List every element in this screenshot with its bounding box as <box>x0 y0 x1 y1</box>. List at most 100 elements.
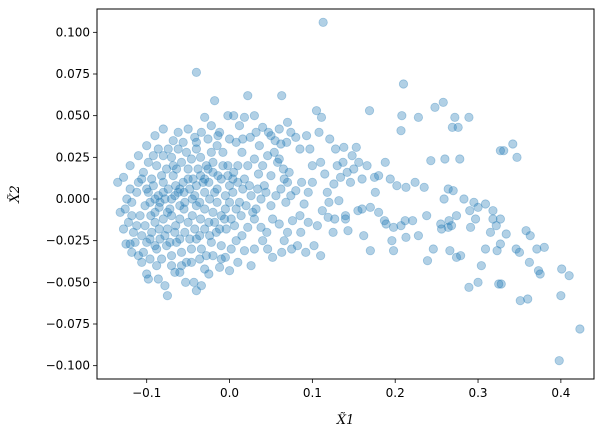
scatter-point <box>322 187 332 197</box>
scatter-point <box>166 261 177 271</box>
y-tick-label: −0.025 <box>46 234 90 248</box>
scatter-point <box>357 174 367 184</box>
scatter-point <box>473 202 483 212</box>
scatter-point <box>162 207 173 217</box>
scatter-point <box>121 239 131 249</box>
scatter-point <box>239 174 250 184</box>
scatter-point <box>203 164 213 174</box>
scatter-point <box>170 227 180 237</box>
scatter-point <box>332 161 342 171</box>
scatter-point <box>343 226 353 236</box>
scatter-point <box>166 194 177 204</box>
scatter-point <box>286 127 296 137</box>
scatter-point <box>303 187 313 197</box>
scatter-point <box>158 124 168 134</box>
scatter-point <box>456 251 466 261</box>
scatter-point <box>525 231 535 241</box>
scatter-point <box>178 177 188 187</box>
scatter-point <box>158 214 168 224</box>
scatter-point <box>296 177 307 187</box>
scatter-point <box>214 224 225 234</box>
scatter-point <box>282 177 293 187</box>
scatter-point <box>118 224 129 234</box>
scatter-point <box>246 261 256 271</box>
scatter-point <box>523 294 533 304</box>
scatter-point <box>154 224 164 234</box>
scatter-point <box>133 177 144 187</box>
scatter-point <box>422 256 433 266</box>
scatter-point <box>161 241 172 251</box>
scatter-point <box>211 227 221 237</box>
scatter-point <box>216 254 226 264</box>
scatter-point <box>564 271 574 281</box>
scatter-point <box>436 224 447 234</box>
scatter-point <box>135 211 145 221</box>
scatter-point <box>451 252 462 262</box>
scatter-point <box>152 244 162 254</box>
scatter-point <box>132 221 142 231</box>
scatter-point <box>455 154 465 164</box>
scatter-point <box>166 152 177 162</box>
scatter-point <box>148 151 158 161</box>
scatter-point <box>208 207 218 217</box>
scatter-point <box>127 247 137 257</box>
scatter-point <box>388 246 399 256</box>
scatter-point <box>203 134 213 144</box>
scatter-point <box>229 111 239 121</box>
scatter-point <box>163 144 173 154</box>
scatter-point <box>128 227 139 237</box>
scatter-point <box>501 229 511 239</box>
x-tick-label: 0.4 <box>551 386 570 400</box>
x-axis-ticks: −0.1 0.0 0.1 0.2 0.3 0.4 <box>132 379 570 400</box>
scatter-point <box>281 197 291 207</box>
scatter-point <box>138 167 148 177</box>
scatter-point <box>284 167 294 177</box>
scatter-point <box>279 174 289 184</box>
scatter-point <box>200 204 210 214</box>
scatter-point <box>316 112 327 122</box>
scatter-point <box>539 242 549 252</box>
scatter-point <box>345 177 356 187</box>
scatter-point <box>436 219 446 229</box>
scatter-point <box>266 201 276 211</box>
scatter-point <box>438 97 448 107</box>
scatter-point <box>180 197 190 207</box>
scatter-point <box>218 147 228 157</box>
scatter-point <box>469 197 479 207</box>
scatter-point <box>195 231 205 241</box>
scatter-point <box>277 247 287 257</box>
scatter-point <box>170 267 180 277</box>
scatter-point <box>238 184 248 194</box>
scatter-point <box>278 164 288 174</box>
scatter-point <box>218 161 228 171</box>
scatter-point <box>191 234 201 244</box>
scatter-point <box>296 227 306 237</box>
scatter-point <box>193 164 203 174</box>
scatter-point <box>191 67 201 77</box>
scatter-point <box>191 286 201 296</box>
scatter-point <box>179 187 189 197</box>
scatter-point <box>495 146 505 156</box>
scatter-point <box>214 127 225 137</box>
scatter-point <box>480 244 491 254</box>
scatter-point <box>168 171 178 181</box>
scatter-point <box>196 127 206 137</box>
scatter-point <box>155 197 165 207</box>
scatter-point <box>143 274 153 284</box>
scatter-point <box>179 204 189 214</box>
scatter-point <box>305 144 315 154</box>
scatter-point <box>150 217 160 227</box>
scatter-point <box>190 224 200 234</box>
scatter-point <box>443 222 453 232</box>
scatter-point <box>342 167 352 177</box>
scatter-point <box>186 244 197 254</box>
scatter-point <box>241 201 251 211</box>
scatter-point <box>508 139 518 149</box>
scatter-point <box>413 231 423 241</box>
scatter-point <box>214 262 225 272</box>
scatter-point <box>485 227 496 237</box>
scatter-point <box>127 197 137 207</box>
scatter-point <box>453 122 463 132</box>
scatter-point <box>195 254 205 264</box>
scatter-point <box>439 194 449 204</box>
